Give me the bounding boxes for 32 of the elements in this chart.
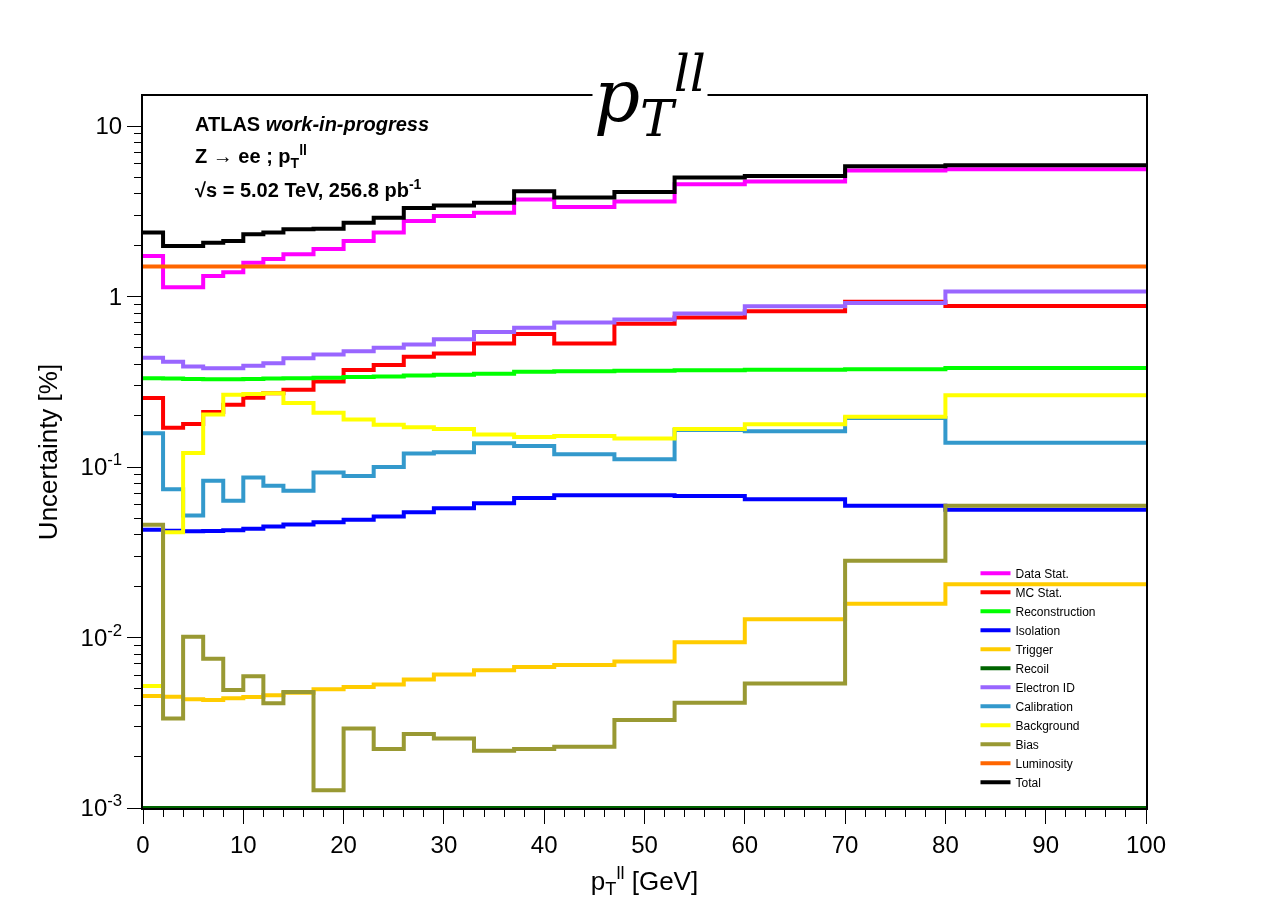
x-tick-label: 40 [530, 830, 558, 858]
annotation: ATLAS work-in-progress [195, 113, 430, 135]
x-tick-label: 70 [831, 830, 859, 858]
legend-label: Trigger [1015, 642, 1054, 657]
legend-label: Data Stat. [1015, 566, 1069, 581]
legend-label: Electron ID [1015, 680, 1076, 695]
x-tick-label: 20 [330, 830, 357, 858]
legend-label: Luminosity [1015, 756, 1073, 771]
legend-label: Bias [1015, 737, 1039, 752]
x-tick-label: 10 [229, 830, 257, 858]
y-tick-label: 1 [108, 282, 123, 310]
x-tick-label: 30 [430, 830, 458, 858]
legend-label: Recoil [1015, 661, 1049, 676]
y-tick-label: 10 [95, 112, 123, 140]
legend-label: Background [1015, 718, 1080, 733]
y-tick-label: 10$^{-3}$ [80, 791, 123, 822]
annotation: √s = 5.02 TeV, 256.8 pb$^{-1}$ [195, 176, 422, 202]
legend-label: Reconstruction [1015, 604, 1096, 619]
legend-label: Total [1015, 775, 1041, 790]
x-tick-label: 80 [932, 830, 959, 858]
x-tick-label: 50 [631, 830, 658, 858]
y-axis-title: Uncertainty [%] [33, 363, 64, 541]
x-tick-label: 60 [731, 830, 759, 858]
y-tick-label: 10$^{-1}$ [80, 450, 123, 481]
legend-label: Calibration [1015, 699, 1073, 714]
x-tick-label: 0 [136, 830, 150, 858]
x-tick-label: 90 [1032, 830, 1060, 858]
x-axis-title: p$_{T}$$^{ll}$ [GeV] [590, 863, 699, 900]
legend-label: Isolation [1015, 623, 1061, 638]
y-tick-label: 10$^{-2}$ [80, 620, 123, 651]
legend-label: MC Stat. [1015, 585, 1063, 600]
x-tick-label: 100 [1125, 830, 1167, 858]
